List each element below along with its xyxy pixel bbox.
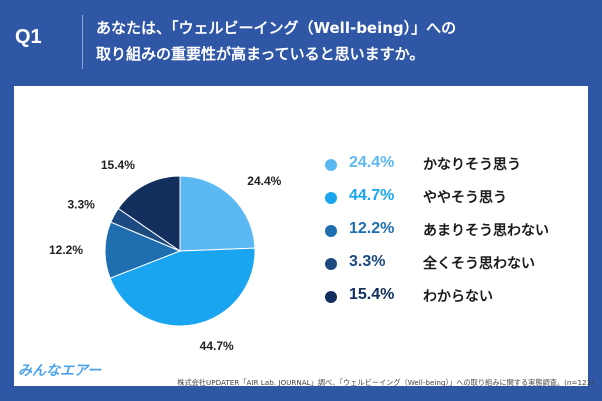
pie-chart: 24.4% 44.7% 12.2% 3.3% 15.4% [49, 158, 282, 353]
question-header: Q1 あなたは、「ウェルビーイング（Well-being）」への 取り組みの重要… [0, 0, 602, 82]
question-line-2: 取り組みの重要性が高まっていると思いますか。 [96, 45, 425, 63]
question-line-1: あなたは、「ウェルビーイング（Well-being）」への [96, 19, 457, 37]
legend-label: ややそう思う [423, 190, 507, 206]
legend-swatch [325, 258, 337, 270]
legend-value: 24.4% [349, 154, 395, 171]
pie-data-label: 3.3% [67, 198, 95, 212]
pie-data-label: 44.7% [200, 339, 234, 353]
legend-swatch [325, 192, 337, 204]
legend-item: 12.2% あまりそう思わない [325, 215, 585, 248]
legend-item: 24.4% かなりそう思う [325, 149, 585, 182]
chart-legend: 24.4% かなりそう思う 44.7% ややそう思う 12.2% あまりそう思わない 3.3… [325, 149, 585, 314]
header-divider [82, 15, 83, 69]
legend-value: 15.4% [349, 286, 395, 303]
pie-data-label: 15.4% [101, 158, 135, 172]
chart-card: 24.4% 44.7% 12.2% 3.3% 15.4% 24.4% かなりそう思う 44.… [14, 86, 588, 386]
question-text: あなたは、「ウェルビーイング（Well-being）」への 取り組みの重要性が高… [96, 15, 586, 67]
pie-slice [109, 247, 256, 327]
legend-label: わからない [423, 289, 493, 305]
legend-swatch [325, 159, 337, 171]
legend-item: 44.7% ややそう思う [325, 182, 585, 215]
legend-value: 12.2% [349, 220, 395, 237]
source-note: 株式会社UPDATER「AIR Lab. JOURNAL」調べ、「ウェルビーイン… [177, 378, 594, 387]
legend-item: 15.4% わからない [325, 281, 585, 314]
legend-value: 44.7% [349, 187, 395, 204]
legend-value: 3.3% [349, 253, 386, 270]
legend-label: 全くそう思わない [423, 256, 535, 272]
pie-slice [117, 175, 181, 252]
pie-slice [179, 175, 256, 252]
brand-logo: みんなエアー [18, 363, 102, 379]
legend-label: かなりそう思う [423, 157, 521, 173]
legend-swatch [325, 225, 337, 237]
legend-swatch [325, 291, 337, 303]
legend-label: あまりそう思わない [423, 223, 549, 239]
question-number: Q1 [15, 26, 42, 48]
legend-item: 3.3% 全くそう思わない [325, 248, 585, 281]
pie-data-label: 24.4% [247, 174, 281, 188]
pie-data-label: 12.2% [49, 243, 83, 257]
